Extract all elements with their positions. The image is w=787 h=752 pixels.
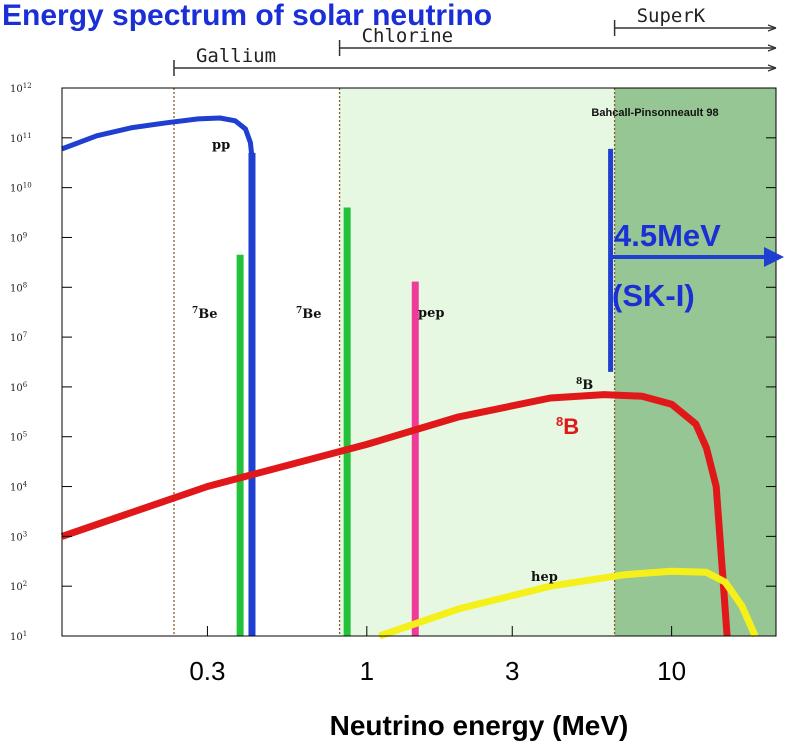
threshold-label-bottom: (SK-I) (612, 278, 695, 313)
x-axis-label: Neutrino energy (MeV) (330, 710, 629, 741)
b8-small-label: 8B (576, 377, 593, 393)
detector-ranges: Gallium Chlorine SuperK (173, 5, 777, 76)
ytick-label: 105 (10, 431, 27, 444)
xtick-label: 0.3 (189, 656, 225, 686)
ytick-label: 107 (10, 331, 27, 344)
be7-high-label: 7Be (296, 306, 322, 322)
threshold-label-top: 4.5MeV (614, 218, 721, 253)
ytick-label: 104 (10, 481, 28, 494)
be7-low-label: 7Be (192, 306, 218, 322)
gallium-range-arrow (767, 64, 777, 72)
superk-region (614, 88, 776, 636)
chlorine-range-label: Chlorine (362, 25, 454, 47)
chlorine-region (339, 88, 615, 636)
model-credit: Bahcall-Pinsonneault 98 (591, 107, 718, 119)
b8-red-label: 8B (556, 414, 579, 439)
ytick-label: 1012 (10, 82, 32, 95)
series-layer (60, 115, 759, 640)
threshold-lines (173, 88, 616, 636)
ytick-label: 1010 (10, 182, 32, 195)
chlorine-range-arrow (767, 44, 777, 52)
xtick-label: 3 (505, 656, 519, 686)
chart-title: Energy spectrum of solar neutrino (2, 0, 492, 32)
gallium-range-label: Gallium (196, 45, 276, 67)
xtick-label: 1 (360, 656, 374, 686)
superk-range-label: SuperK (637, 5, 706, 27)
pep-label: pep (418, 306, 444, 321)
8b-curve (60, 391, 731, 637)
plot-frame (61, 87, 777, 637)
hep-curve (378, 567, 759, 640)
ytick-label: 109 (10, 231, 27, 244)
ytick-label: 103 (10, 530, 27, 543)
ytick-label: 106 (10, 381, 28, 394)
sk-threshold-annotation: 4.5MeV (SK-I) (608, 148, 784, 372)
ytick-label: 102 (10, 580, 27, 593)
ytick-label: 108 (10, 281, 27, 294)
threshold-arrow-head (764, 247, 784, 267)
superk-range-arrow (767, 24, 777, 32)
pp-curve (61, 115, 255, 158)
series-labels: pp 7Be 7Be pep 8B hep 8B (192, 138, 593, 585)
pp-label: pp (212, 138, 230, 153)
xtick-label: 10 (657, 656, 686, 686)
ytick-label: 1011 (10, 132, 32, 145)
ytick-label: 101 (10, 630, 27, 643)
hep-label: hep (531, 570, 558, 585)
y-axis: 1012 1011 1010 109 108 107 106 105 104 103 102 101 (10, 82, 776, 643)
x-axis: 0.3 1 3 10 (189, 626, 686, 686)
